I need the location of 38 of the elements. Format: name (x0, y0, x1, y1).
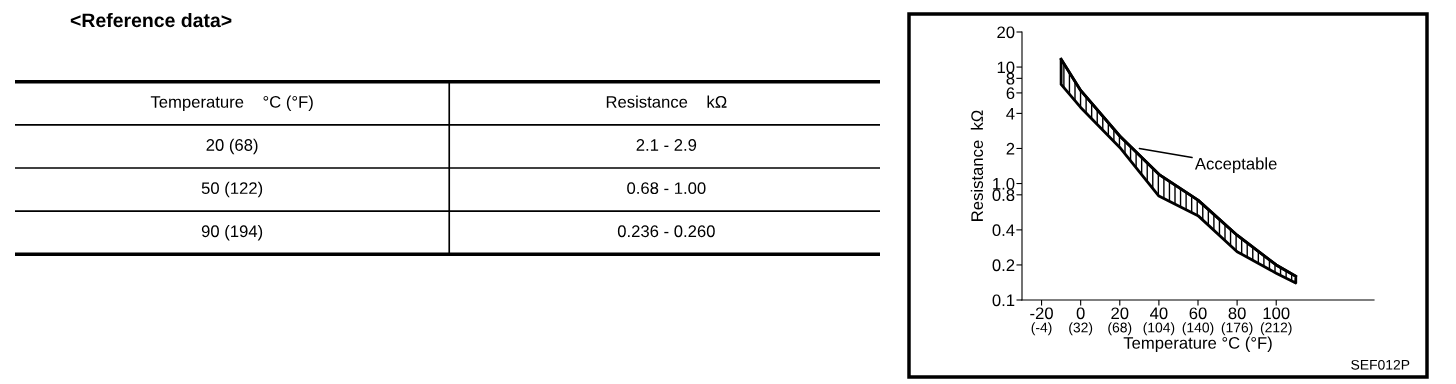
y-axis-title: Resistance kΩ (970, 110, 984, 221)
y-tick-label: 0.4 (992, 224, 1015, 237)
x2-tick-label: (212) (1260, 322, 1292, 336)
text: 0.68 - 1.00 (627, 182, 706, 195)
text: 20 (68) (206, 138, 258, 155)
x-tick-label: 100 (1263, 307, 1290, 320)
text: SEF012P (1351, 359, 1410, 370)
x2-tick-label: (32) (1069, 322, 1093, 336)
x2-tick-label: (140) (1182, 322, 1214, 336)
x-tick-label: 60 (1189, 307, 1207, 320)
y-tick-label: 0.1 (992, 294, 1015, 307)
text: 2.1 - 2.9 (636, 139, 697, 151)
y-tick-label: 10 (997, 61, 1015, 74)
x-tick-label: 0 (1076, 307, 1085, 320)
y-tick-label: 20 (997, 26, 1015, 39)
x-axis-title: Temperature °C (°F) (1123, 336, 1272, 353)
y-tick-label: 0.8 (992, 189, 1015, 202)
text: Temperature °C (°F) (150, 95, 313, 112)
x-tick-label: -20 (1030, 307, 1053, 320)
x-tick-label: 40 (1150, 307, 1168, 320)
y-tick-label: 6 (1006, 87, 1015, 100)
x2-tick-label: (104) (1143, 322, 1175, 336)
x2-tick-label: (68) (1108, 322, 1132, 336)
x-tick-label: 80 (1228, 307, 1246, 320)
text: 50 (122) (201, 181, 263, 198)
annotation: Acceptable (1194, 157, 1277, 173)
x2-tick-label: (176) (1221, 322, 1253, 336)
text: 0.236 - 0.260 (617, 225, 715, 238)
text: Resistance kΩ (606, 95, 727, 108)
y-tick-label: 0.2 (992, 259, 1015, 272)
x-tick-label: 20 (1111, 307, 1129, 320)
y-tick-label: 1.0 (993, 177, 1015, 190)
text: 90 (194) (201, 224, 263, 241)
x2-tick-label: (-4) (1031, 322, 1052, 336)
y-tick-label: 8 (1006, 72, 1015, 85)
text: <Reference data> (70, 12, 232, 28)
y-tick-label: 2 (1006, 142, 1015, 155)
y-tick-label: 4 (1006, 107, 1015, 120)
